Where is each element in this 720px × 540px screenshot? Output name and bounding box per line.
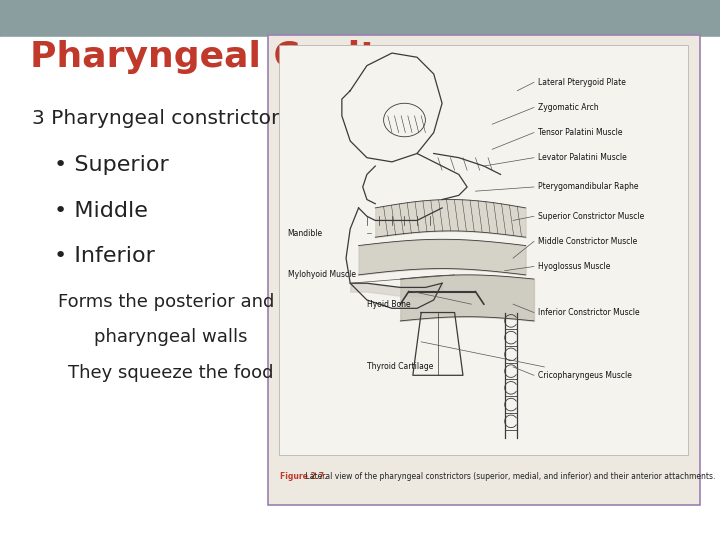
Text: Middle Constrictor Muscle: Middle Constrictor Muscle <box>538 237 637 246</box>
Text: Cricopharyngeus Muscle: Cricopharyngeus Muscle <box>538 371 632 380</box>
Text: Levator Palatini Muscle: Levator Palatini Muscle <box>538 153 627 162</box>
Text: Mylohyoid Muscle: Mylohyoid Muscle <box>287 271 356 279</box>
Text: Pterygomandibular Raphe: Pterygomandibular Raphe <box>538 183 639 192</box>
Text: • Inferior: • Inferior <box>54 246 155 267</box>
Text: Lateral view of the pharyngeal constrictors (superior, medial, and inferior) and: Lateral view of the pharyngeal constrict… <box>303 472 716 481</box>
Bar <box>268 35 700 505</box>
Bar <box>0 0 720 37</box>
Text: Tensor Palatini Muscle: Tensor Palatini Muscle <box>538 128 623 137</box>
Text: Hyoid Bone: Hyoid Bone <box>367 300 410 309</box>
Text: • Superior: • Superior <box>54 154 168 175</box>
Text: They squeeze the food down: They squeeze the food down <box>68 363 328 382</box>
Text: Forms the posterior and lateral: Forms the posterior and lateral <box>58 293 338 312</box>
Text: Mandible: Mandible <box>287 228 323 238</box>
Text: pharyngeal walls: pharyngeal walls <box>94 328 247 347</box>
Text: Superior Constrictor Muscle: Superior Constrictor Muscle <box>538 212 644 221</box>
Text: Lateral Pterygoid Plate: Lateral Pterygoid Plate <box>538 78 626 87</box>
Text: • Middle: • Middle <box>54 200 148 221</box>
Text: Thyroid Cartilage: Thyroid Cartilage <box>367 362 433 372</box>
Text: Figure 2.7.: Figure 2.7. <box>280 472 327 481</box>
Text: Pharyngeal Cavity: Pharyngeal Cavity <box>30 40 401 73</box>
Text: Inferior Constrictor Muscle: Inferior Constrictor Muscle <box>538 308 640 317</box>
Text: Zygomatic Arch: Zygomatic Arch <box>538 103 599 112</box>
Text: Hyoglossus Muscle: Hyoglossus Muscle <box>538 262 611 271</box>
Text: 3 Pharyngeal constrictors: 3 Pharyngeal constrictors <box>32 109 290 129</box>
